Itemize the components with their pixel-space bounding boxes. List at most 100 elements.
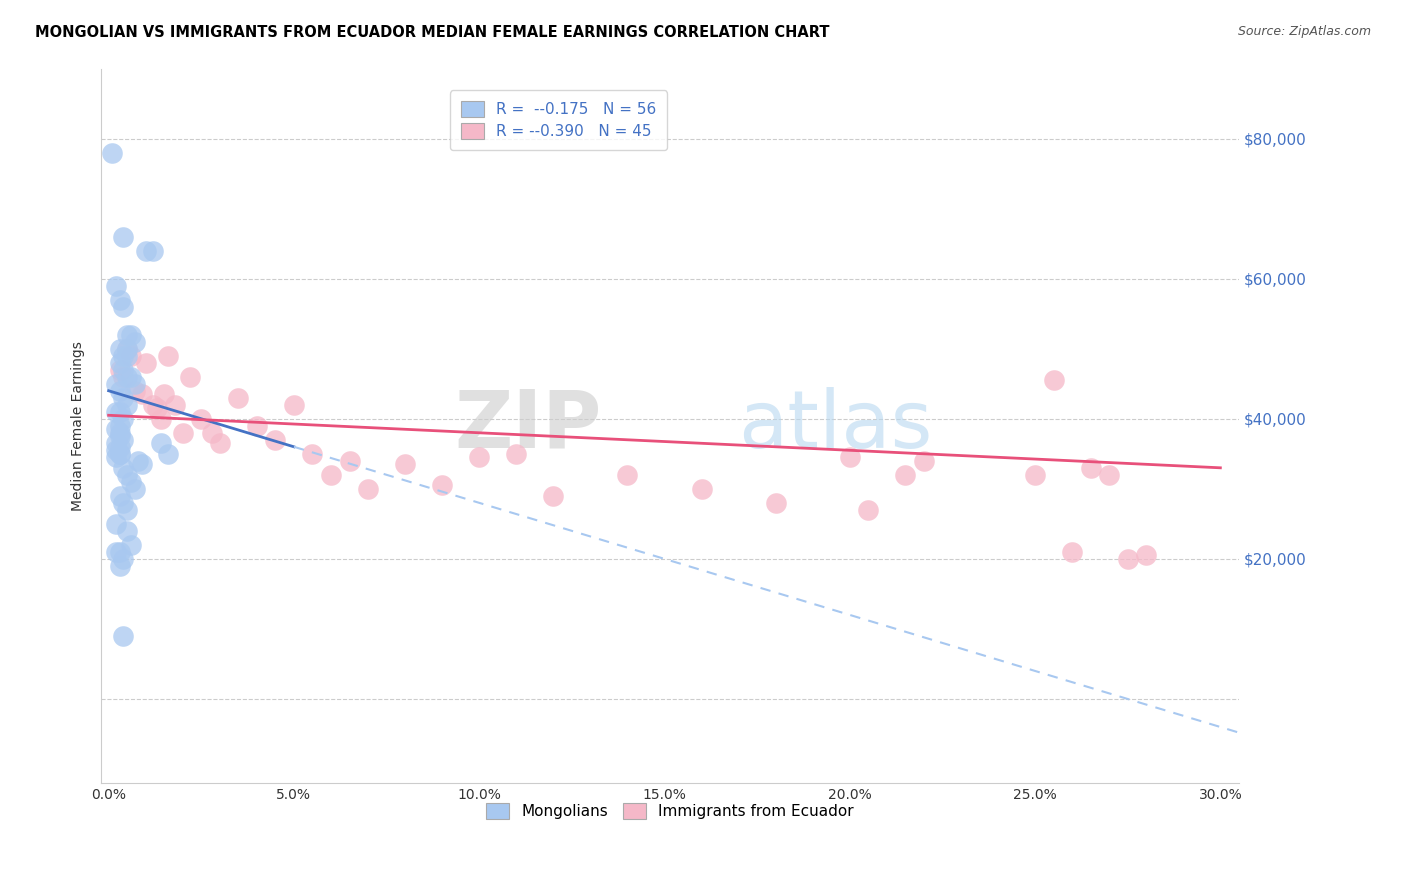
Point bbox=[112, 229, 135, 244]
Point bbox=[153, 387, 176, 401]
Point bbox=[108, 418, 131, 433]
Point bbox=[505, 447, 527, 461]
Text: atlas: atlas bbox=[738, 387, 932, 465]
Point bbox=[112, 349, 135, 363]
Point bbox=[115, 503, 138, 517]
Point bbox=[1024, 467, 1046, 482]
Point bbox=[115, 398, 138, 412]
Point bbox=[690, 482, 713, 496]
Point bbox=[190, 411, 212, 425]
Point bbox=[105, 516, 128, 531]
Point bbox=[765, 496, 787, 510]
Point bbox=[108, 293, 131, 307]
Point bbox=[112, 433, 135, 447]
Point bbox=[115, 327, 138, 342]
Point bbox=[120, 349, 142, 363]
Point bbox=[108, 447, 131, 461]
Point bbox=[319, 467, 342, 482]
Point bbox=[894, 467, 917, 482]
Point bbox=[108, 429, 131, 443]
Point bbox=[1062, 545, 1084, 559]
Point bbox=[135, 244, 157, 258]
Point bbox=[108, 545, 131, 559]
Point bbox=[124, 376, 146, 391]
Point bbox=[208, 436, 231, 450]
Point bbox=[172, 425, 194, 440]
Y-axis label: Median Female Earnings: Median Female Earnings bbox=[72, 341, 86, 511]
Text: Source: ZipAtlas.com: Source: ZipAtlas.com bbox=[1237, 25, 1371, 38]
Point bbox=[105, 436, 128, 450]
Point bbox=[108, 405, 131, 419]
Point bbox=[108, 363, 131, 377]
Point bbox=[135, 356, 157, 370]
Point bbox=[112, 411, 135, 425]
Point bbox=[115, 342, 138, 356]
Point bbox=[228, 391, 250, 405]
Point bbox=[142, 398, 165, 412]
Point bbox=[1042, 373, 1064, 387]
Point bbox=[1098, 467, 1121, 482]
Point bbox=[105, 545, 128, 559]
Point bbox=[120, 538, 142, 552]
Point bbox=[616, 467, 638, 482]
Point bbox=[127, 454, 149, 468]
Point bbox=[124, 334, 146, 349]
Point bbox=[105, 376, 128, 391]
Point bbox=[179, 369, 201, 384]
Point bbox=[112, 552, 135, 566]
Point bbox=[156, 447, 179, 461]
Point bbox=[115, 349, 138, 363]
Point bbox=[394, 458, 416, 472]
Point bbox=[105, 443, 128, 458]
Point bbox=[430, 478, 453, 492]
Point bbox=[105, 405, 128, 419]
Point bbox=[339, 454, 361, 468]
Point bbox=[108, 342, 131, 356]
Point bbox=[115, 342, 138, 356]
Point bbox=[468, 450, 491, 465]
Point bbox=[108, 356, 131, 370]
Point bbox=[120, 475, 142, 489]
Point bbox=[108, 425, 131, 440]
Text: MONGOLIAN VS IMMIGRANTS FROM ECUADOR MEDIAN FEMALE EARNINGS CORRELATION CHART: MONGOLIAN VS IMMIGRANTS FROM ECUADOR MED… bbox=[35, 25, 830, 40]
Point bbox=[112, 629, 135, 643]
Point bbox=[858, 503, 880, 517]
Point bbox=[543, 489, 565, 503]
Point bbox=[283, 398, 305, 412]
Point bbox=[115, 369, 138, 384]
Point bbox=[112, 369, 135, 384]
Point bbox=[124, 482, 146, 496]
Legend: Mongolians, Immigrants from Ecuador: Mongolians, Immigrants from Ecuador bbox=[479, 797, 860, 825]
Point bbox=[105, 278, 128, 293]
Point bbox=[301, 447, 323, 461]
Point bbox=[115, 467, 138, 482]
Point bbox=[124, 384, 146, 398]
Point bbox=[108, 384, 131, 398]
Point bbox=[120, 327, 142, 342]
Point bbox=[108, 440, 131, 454]
Point bbox=[112, 391, 135, 405]
Point bbox=[112, 460, 135, 475]
Point bbox=[142, 244, 165, 258]
Point bbox=[112, 300, 135, 314]
Point bbox=[201, 425, 224, 440]
Point bbox=[149, 411, 172, 425]
Point bbox=[115, 524, 138, 538]
Point bbox=[1080, 460, 1102, 475]
Point bbox=[1135, 549, 1157, 563]
Point bbox=[357, 482, 380, 496]
Point bbox=[112, 496, 135, 510]
Point bbox=[156, 349, 179, 363]
Point bbox=[120, 369, 142, 384]
Point bbox=[108, 447, 131, 461]
Point bbox=[1116, 552, 1139, 566]
Text: ZIP: ZIP bbox=[454, 387, 602, 465]
Point bbox=[105, 422, 128, 436]
Point bbox=[108, 558, 131, 573]
Point bbox=[108, 489, 131, 503]
Point bbox=[264, 433, 287, 447]
Point bbox=[131, 387, 153, 401]
Point bbox=[131, 458, 153, 472]
Point bbox=[912, 454, 935, 468]
Point bbox=[165, 398, 187, 412]
